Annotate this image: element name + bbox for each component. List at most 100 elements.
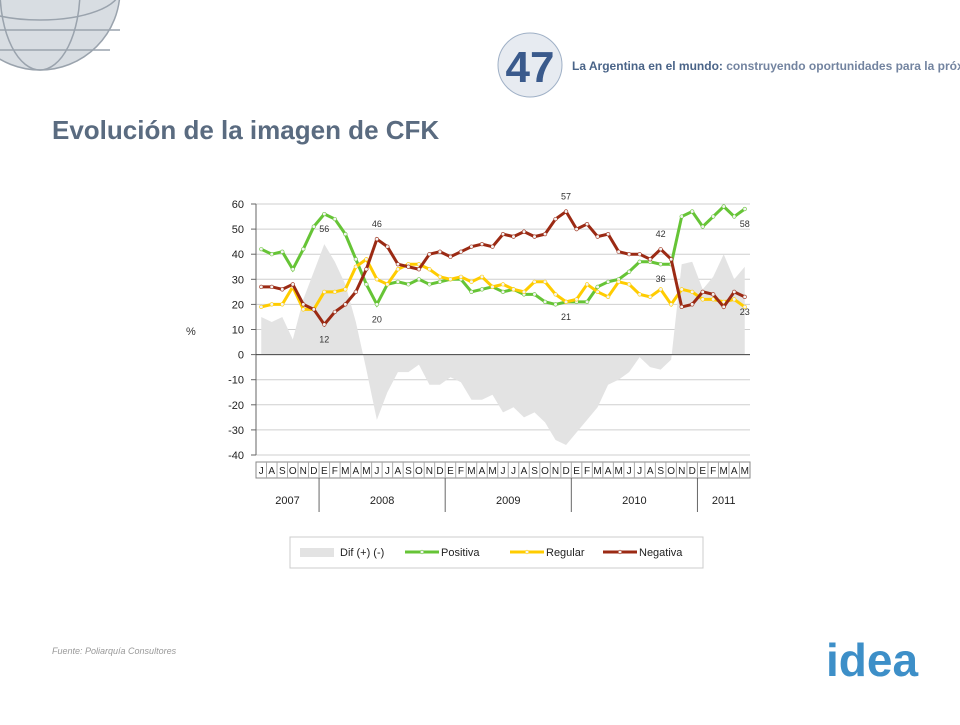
x-tick-label: M <box>341 466 349 477</box>
point <box>584 282 590 287</box>
point <box>658 247 663 252</box>
point <box>332 216 337 222</box>
x-tick-label: A <box>353 466 360 477</box>
point <box>606 232 611 237</box>
point <box>606 294 611 299</box>
point <box>490 244 495 249</box>
point <box>395 262 400 267</box>
x-tick-label: E <box>573 466 580 477</box>
x-tick-label: A <box>479 466 486 477</box>
tagline: La Argentina en el mundo: construyendo o… <box>572 59 960 73</box>
point <box>269 302 274 307</box>
point <box>458 274 464 279</box>
point <box>627 252 632 257</box>
x-tick-label: D <box>562 466 569 477</box>
point <box>437 274 443 279</box>
x-tick-label: O <box>667 466 675 477</box>
y-tick-label: 20 <box>232 299 244 311</box>
point <box>427 267 432 272</box>
point <box>353 264 358 269</box>
point <box>280 302 285 307</box>
point <box>343 302 348 307</box>
y-axis-label: % <box>186 326 196 338</box>
x-tick-label: A <box>731 466 738 477</box>
point <box>721 304 726 310</box>
point <box>627 282 632 287</box>
point <box>637 252 642 257</box>
point <box>500 282 506 287</box>
x-tick-label: S <box>657 466 664 477</box>
point <box>563 299 569 304</box>
point <box>280 249 285 254</box>
point <box>658 287 663 292</box>
point <box>458 249 464 254</box>
value-label: 36 <box>656 274 666 284</box>
point <box>637 292 642 297</box>
x-tick-label: O <box>289 466 297 477</box>
point <box>700 289 705 294</box>
point <box>490 284 495 289</box>
value-label: 21 <box>561 312 571 322</box>
point <box>700 297 705 302</box>
point <box>521 229 527 234</box>
point <box>542 299 548 304</box>
tagline-bold: La Argentina en el mundo: <box>572 59 723 73</box>
point <box>269 252 274 257</box>
x-tick-label: J <box>385 466 390 477</box>
logo: idea <box>826 634 918 686</box>
point <box>711 292 716 297</box>
point <box>301 302 306 307</box>
point <box>574 227 579 232</box>
x-tick-label: J <box>627 466 632 477</box>
point <box>721 204 726 209</box>
point <box>364 267 369 272</box>
point <box>616 279 621 284</box>
x-tick-label: D <box>310 466 317 477</box>
point <box>553 216 558 222</box>
point <box>637 259 642 264</box>
point <box>521 289 527 294</box>
point <box>343 232 348 237</box>
year-label: 2007 <box>275 495 299 507</box>
value-label: 46 <box>372 219 382 229</box>
point <box>500 232 506 237</box>
point <box>479 242 485 247</box>
point <box>648 294 653 299</box>
point <box>364 282 369 287</box>
y-tick-label: -20 <box>228 400 244 412</box>
x-tick-label: E <box>321 466 328 477</box>
point <box>584 299 590 304</box>
point <box>553 302 558 307</box>
x-tick-label: J <box>637 466 642 477</box>
x-tick-label: J <box>374 466 379 477</box>
legend-marker <box>617 549 623 555</box>
badge-number: 47 <box>506 43 555 92</box>
value-label: 58 <box>740 219 750 229</box>
point <box>427 252 432 257</box>
globe-decoration <box>0 0 121 71</box>
point <box>553 292 558 297</box>
point <box>532 292 537 297</box>
point <box>448 254 453 259</box>
y-tick-label: -10 <box>228 375 244 387</box>
point <box>259 304 264 310</box>
point <box>395 267 400 272</box>
point <box>679 287 684 292</box>
x-tick-label: D <box>436 466 443 477</box>
point <box>732 289 737 294</box>
point <box>511 287 516 292</box>
point <box>690 289 695 294</box>
point <box>311 307 316 312</box>
x-tick-label: J <box>259 466 264 477</box>
point <box>259 247 264 252</box>
x-tick-label: M <box>741 466 749 477</box>
point <box>353 289 358 294</box>
point <box>595 289 600 294</box>
point <box>584 221 590 227</box>
point <box>322 322 327 327</box>
point <box>374 237 379 242</box>
point <box>406 282 411 287</box>
x-tick-label: F <box>458 466 464 477</box>
point <box>742 206 747 212</box>
